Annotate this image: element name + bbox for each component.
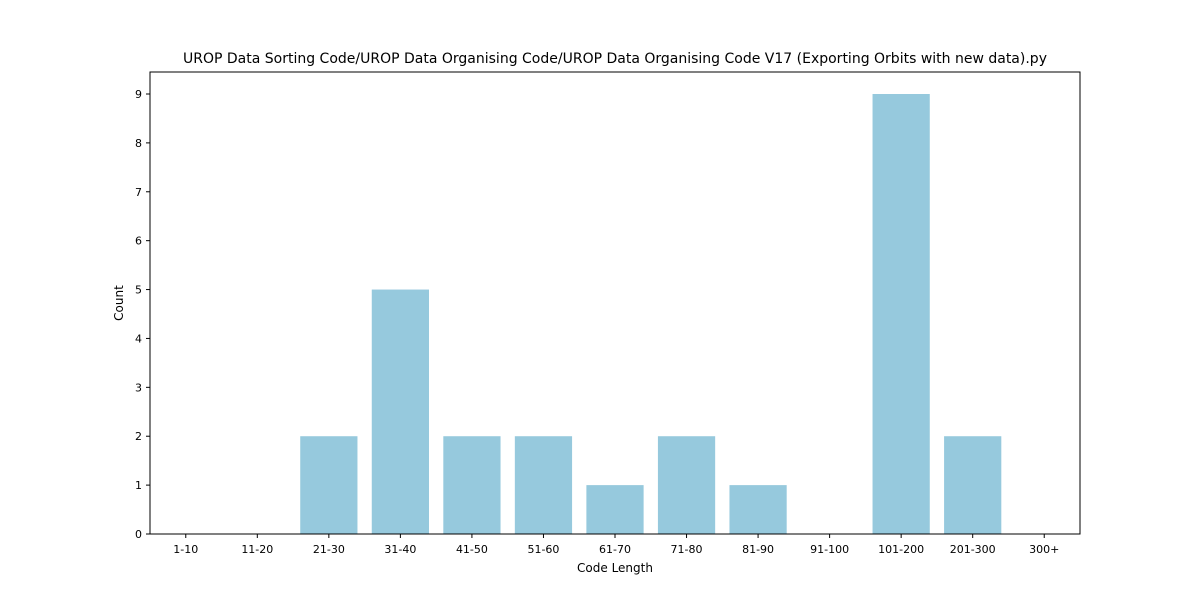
y-tick-label: 3 [135,381,142,394]
bar-81-90 [729,485,787,534]
x-tick-label: 81-90 [742,543,774,556]
bar-101-200 [872,94,930,534]
y-tick-label: 1 [135,479,142,492]
y-tick-label: 8 [135,137,142,150]
bar-71-80 [657,436,716,534]
x-tick-label: 31-40 [384,543,416,556]
plot-frame [149,71,1081,535]
x-tick-label: 300+ [1029,543,1059,556]
y-axis-label: Count [112,285,126,321]
x-tick-label: 101-200 [878,543,924,556]
y-tick-label: 7 [135,186,142,199]
x-tick-label: 41-50 [456,543,488,556]
x-tick-label: 11-20 [241,543,273,556]
bar-41-50 [443,436,501,534]
bar-61-70 [586,485,644,534]
chart-title: UROP Data Sorting Code/UROP Data Organis… [183,51,1047,67]
y-tick-label: 2 [135,430,142,443]
x-tick-label: 201-300 [950,543,996,556]
x-tick-label: 1-10 [173,543,198,556]
y-tick-label: 9 [135,88,142,101]
y-tick-label: 5 [135,284,142,297]
y-tick-label: 0 [135,528,142,541]
bar-21-30 [300,436,358,534]
y-tick-label: 6 [135,235,142,248]
x-tick-label: 91-100 [810,543,849,556]
x-axis-label: Code Length [577,561,653,575]
y-tick-label: 4 [135,332,142,345]
y-axis-ticks: 0 1 2 3 4 5 6 7 8 9 [135,88,150,541]
x-tick-label: 21-30 [313,543,345,556]
bar-201-300 [944,436,1002,534]
bars-group [300,94,1002,534]
x-tick-label: 51-60 [527,543,559,556]
x-tick-label: 71-80 [671,543,703,556]
x-axis-ticks: 1-10 11-20 21-30 31-40 41-50 51-60 61-70 71-80 8… [173,534,1059,556]
bar-31-40 [371,289,429,534]
bar-51-60 [514,436,573,534]
x-tick-label: 61-70 [599,543,631,556]
